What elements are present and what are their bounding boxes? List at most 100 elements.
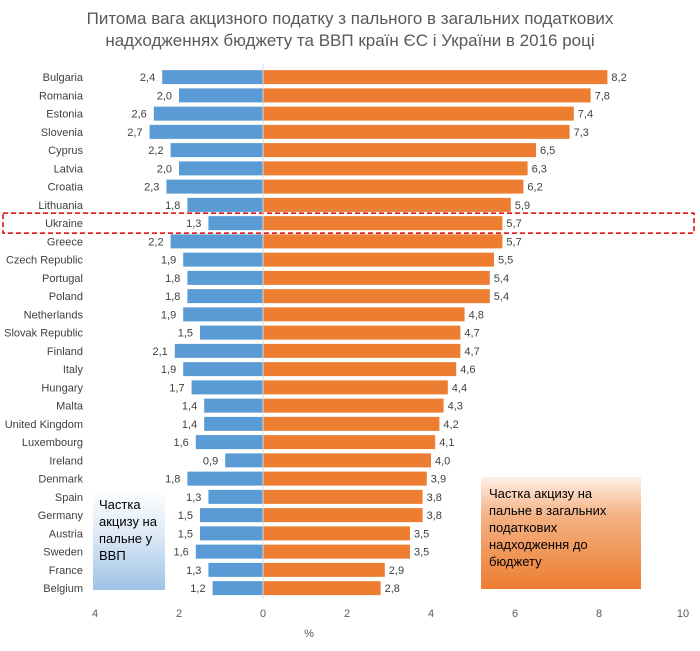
data-label-gdp: 2,3 xyxy=(144,182,159,194)
x-tick-label: 10 xyxy=(677,608,689,620)
bar-budget-share xyxy=(263,197,511,212)
category-label: Spain xyxy=(55,492,83,504)
category-label: Romania xyxy=(39,90,84,102)
bar-gdp-share xyxy=(166,179,263,194)
bar-budget-share xyxy=(263,106,574,121)
bar-gdp-share xyxy=(187,289,263,304)
data-label-budget: 4,0 xyxy=(435,455,450,467)
bar-budget-share xyxy=(263,471,427,486)
data-label-gdp: 1,5 xyxy=(178,328,193,340)
category-label: Germany xyxy=(38,510,84,522)
data-label-gdp: 1,2 xyxy=(190,583,205,595)
category-label: Bulgaria xyxy=(43,72,84,84)
bar-budget-share xyxy=(263,453,431,468)
bar-gdp-share xyxy=(200,526,263,541)
bar-gdp-share xyxy=(162,70,263,85)
data-label-gdp: 1,6 xyxy=(174,437,189,449)
bar-budget-share xyxy=(263,416,440,431)
gdp-share-annotation: Частка акцизу на пальне у ВВП xyxy=(93,490,165,590)
bar-gdp-share xyxy=(204,416,263,431)
data-label-budget: 4,7 xyxy=(464,328,479,340)
data-label-budget: 7,4 xyxy=(578,109,593,121)
data-label-gdp: 2,1 xyxy=(153,346,168,358)
data-label-budget: 4,7 xyxy=(464,346,479,358)
bar-budget-share xyxy=(263,435,436,450)
bar-budget-share xyxy=(263,526,410,541)
data-label-gdp: 1,4 xyxy=(182,401,197,413)
bar-gdp-share xyxy=(200,325,263,340)
data-label-gdp: 1,8 xyxy=(165,474,180,486)
data-label-budget: 4,2 xyxy=(443,419,458,431)
bar-budget-share xyxy=(263,508,423,523)
category-label: Greece xyxy=(47,236,83,248)
bar-gdp-share xyxy=(200,508,263,523)
bar-budget-share xyxy=(263,179,524,194)
bar-gdp-share xyxy=(179,88,263,103)
bar-budget-share xyxy=(263,343,461,358)
bar-gdp-share xyxy=(195,435,263,450)
data-label-budget: 6,2 xyxy=(527,182,542,194)
data-label-budget: 3,5 xyxy=(414,528,429,540)
bar-budget-share xyxy=(263,325,461,340)
category-label: Latvia xyxy=(54,163,84,175)
data-label-budget: 5,5 xyxy=(498,255,513,267)
data-label-budget: 4,8 xyxy=(469,309,484,321)
x-tick-label: 4 xyxy=(92,608,98,620)
budget-share-annotation: Частка акцизу на пальне в загальних пода… xyxy=(481,477,641,589)
bar-budget-share xyxy=(263,161,528,176)
data-label-gdp: 1,7 xyxy=(169,382,184,394)
data-label-gdp: 0,9 xyxy=(203,455,218,467)
bar-budget-share xyxy=(263,216,503,231)
bar-budget-share xyxy=(263,143,536,158)
data-label-budget: 4,1 xyxy=(439,437,454,449)
category-label: France xyxy=(49,565,83,577)
bar-gdp-share xyxy=(208,216,263,231)
x-tick-label: 0 xyxy=(260,608,266,620)
data-label-gdp: 1,9 xyxy=(161,255,176,267)
data-label-budget: 2,8 xyxy=(385,583,400,595)
data-label-gdp: 1,4 xyxy=(182,419,197,431)
x-tick-label: 4 xyxy=(428,608,434,620)
data-label-gdp: 1,5 xyxy=(178,510,193,522)
x-axis-label: % xyxy=(304,628,314,640)
bar-gdp-share xyxy=(225,453,263,468)
data-label-gdp: 1,9 xyxy=(161,309,176,321)
bar-gdp-share xyxy=(179,161,263,176)
data-label-budget: 3,5 xyxy=(414,547,429,559)
data-label-budget: 5,7 xyxy=(506,236,521,248)
chart-title: Питома вага акцизного податку з пального… xyxy=(0,8,700,52)
data-label-gdp: 1,3 xyxy=(186,218,201,230)
data-label-budget: 7,8 xyxy=(595,90,610,102)
bar-gdp-share xyxy=(174,343,263,358)
data-label-budget: 3,8 xyxy=(427,492,442,504)
bar-budget-share xyxy=(263,380,448,395)
bar-gdp-share xyxy=(153,106,263,121)
bar-gdp-share xyxy=(149,124,263,139)
data-label-gdp: 1,6 xyxy=(174,547,189,559)
bar-budget-share xyxy=(263,289,490,304)
data-label-budget: 4,4 xyxy=(452,382,467,394)
bar-gdp-share xyxy=(212,581,263,596)
bar-gdp-share xyxy=(170,143,263,158)
bar-budget-share xyxy=(263,252,494,267)
bar-budget-share xyxy=(263,270,490,285)
bar-budget-share xyxy=(263,124,570,139)
data-label-budget: 5,4 xyxy=(494,291,509,303)
category-label: Ireland xyxy=(49,455,83,467)
x-tick-label: 2 xyxy=(344,608,350,620)
category-label: Finland xyxy=(47,346,83,358)
data-label-gdp: 1,5 xyxy=(178,528,193,540)
category-label: Cyprus xyxy=(48,145,83,157)
category-label: Croatia xyxy=(48,182,84,194)
chart-title-line-2: надходженнях бюджету та ВВП країн ЄС і У… xyxy=(105,31,595,50)
data-label-budget: 5,4 xyxy=(494,273,509,285)
data-label-gdp: 2,6 xyxy=(132,109,147,121)
data-label-budget: 6,5 xyxy=(540,145,555,157)
bar-gdp-share xyxy=(204,398,263,413)
data-label-gdp: 1,8 xyxy=(165,200,180,212)
category-label: Austria xyxy=(49,528,84,540)
category-label: Estonia xyxy=(46,109,84,121)
data-label-gdp: 1,9 xyxy=(161,364,176,376)
data-label-budget: 3,8 xyxy=(427,510,442,522)
bar-budget-share xyxy=(263,398,444,413)
